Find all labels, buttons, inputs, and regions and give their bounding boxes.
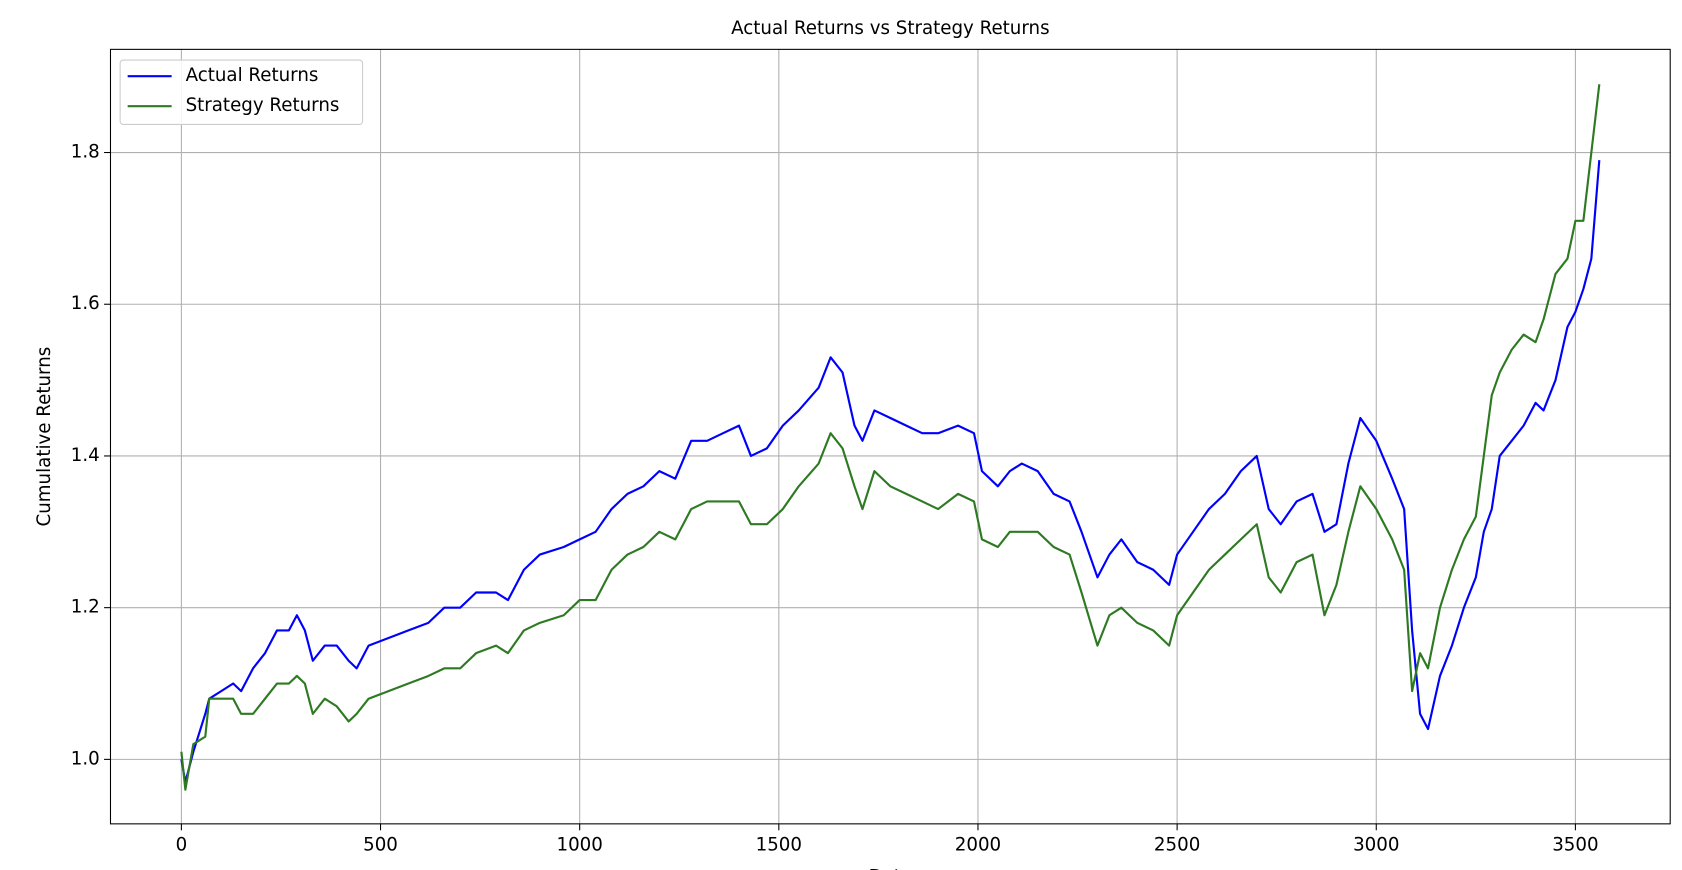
legend: Actual Returns Strategy Returns [119,59,364,125]
x-axis-label: Date [869,866,913,870]
x-tick-label: 500 [363,834,398,855]
x-tick-label: 2000 [955,834,1001,855]
x-tick-label: 1500 [756,834,802,855]
y-tick-label: 1.4 [71,445,100,466]
y-axis-label: Cumulative Returns [34,347,55,527]
x-tick-label: 2500 [1154,834,1200,855]
series-line [180,160,1601,784]
x-tick-label: 0 [176,834,188,855]
y-tick-label: 1.6 [71,293,100,314]
y-tick-label: 1.2 [71,597,100,618]
x-tick-label: 3000 [1353,834,1399,855]
x-tick-label: 1000 [556,834,602,855]
legend-label: Strategy Returns [186,95,340,116]
y-tick-label: 1.8 [71,142,100,163]
y-tick-label: 1.0 [71,748,100,769]
legend-box [119,59,364,125]
plot-frame [109,48,1671,825]
legend-label: Actual Returns [186,65,319,86]
chart-title: Actual Returns vs Strategy Returns [731,18,1049,39]
x-tick-label: 3500 [1552,834,1598,855]
series-line [180,84,1601,791]
